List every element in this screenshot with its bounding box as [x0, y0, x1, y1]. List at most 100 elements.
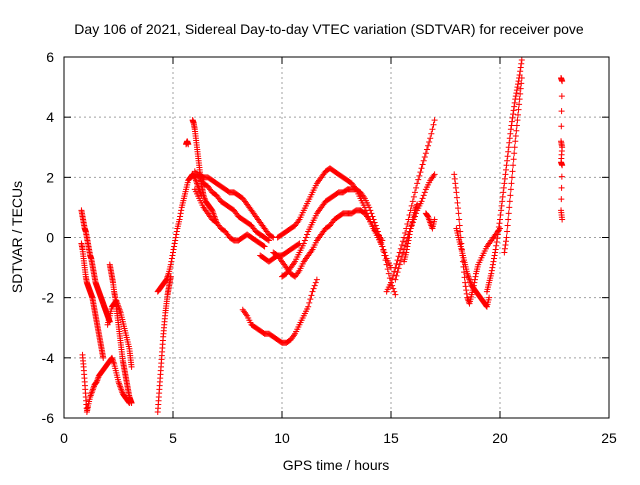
data-point — [506, 135, 513, 142]
y-axis-label: SDTVAR / TECUs — [9, 181, 25, 293]
data-point — [507, 192, 514, 199]
data-point — [416, 172, 423, 179]
data-point — [452, 180, 459, 187]
data-point — [516, 96, 523, 103]
tick-labels: 0 5 10 15 20 25 -6 -4 -2 0 2 4 6 — [42, 49, 617, 446]
data-point — [472, 273, 479, 280]
data-series — [383, 117, 438, 295]
data-point — [173, 228, 180, 235]
data-point — [381, 252, 388, 259]
data-point — [512, 93, 519, 100]
data-point — [559, 78, 566, 85]
data-point — [383, 261, 390, 268]
data-point — [451, 171, 458, 178]
data-point — [407, 228, 414, 235]
data-series — [104, 297, 135, 370]
data-series — [501, 75, 525, 256]
data-point — [558, 123, 565, 130]
data-point — [261, 243, 268, 250]
data-point — [511, 144, 518, 151]
data-point — [511, 150, 518, 157]
data-series — [154, 171, 205, 295]
data-point — [461, 274, 468, 281]
x-tick-label: 5 — [169, 430, 177, 446]
data-point — [502, 242, 509, 249]
data-point — [397, 257, 404, 264]
data-point — [404, 243, 411, 250]
data-point — [559, 216, 566, 223]
plot-frame — [63, 56, 610, 419]
y-tick-label: -4 — [42, 350, 55, 366]
y-tick-label: -2 — [42, 290, 55, 306]
data-series — [483, 57, 525, 295]
data-point — [510, 156, 517, 163]
data-point — [306, 299, 313, 306]
data-point — [499, 193, 506, 200]
data-point — [305, 303, 312, 310]
x-axis-label: GPS time / hours — [283, 457, 390, 473]
data-point — [502, 171, 509, 178]
data-point — [176, 216, 183, 223]
data-point — [399, 238, 406, 245]
data-point — [414, 201, 421, 208]
data-point — [508, 122, 515, 129]
data-point — [494, 231, 501, 238]
data-point — [378, 239, 385, 246]
data-series — [191, 186, 268, 250]
data-point — [518, 57, 525, 64]
data-point — [304, 231, 311, 238]
data-point — [260, 242, 267, 249]
y-tick-label: -6 — [42, 410, 55, 426]
data-point — [510, 162, 517, 169]
data-point — [410, 193, 417, 200]
data-point — [517, 64, 524, 71]
data-point — [504, 157, 511, 164]
data-point — [455, 205, 462, 212]
data-point — [471, 276, 478, 283]
data-point — [510, 107, 517, 114]
x-tick-label: 0 — [60, 430, 68, 446]
data-point — [504, 153, 511, 160]
data-point — [430, 121, 437, 128]
data-point — [514, 111, 521, 118]
data-point — [370, 216, 377, 223]
data-point — [513, 127, 520, 134]
data-point — [418, 198, 425, 205]
data-point — [513, 122, 520, 129]
data-point — [558, 184, 565, 191]
data-point — [495, 223, 502, 230]
data-point — [463, 287, 470, 294]
data-point — [508, 118, 515, 125]
data-point — [367, 207, 374, 214]
data-point — [307, 296, 314, 303]
data-point — [512, 138, 519, 145]
data-point — [492, 249, 499, 256]
data-point — [505, 210, 512, 217]
data-point — [505, 216, 512, 223]
data-point — [501, 180, 508, 187]
data-point — [500, 189, 507, 196]
data-point — [377, 236, 384, 243]
data-point — [178, 207, 185, 214]
data-point — [498, 202, 505, 209]
data-point — [558, 196, 565, 203]
data-point — [516, 72, 523, 79]
data-point — [167, 261, 174, 268]
data-point — [390, 272, 397, 279]
data-point — [451, 175, 458, 182]
data-series — [257, 240, 303, 265]
data-point — [418, 165, 425, 172]
data-point — [509, 168, 516, 175]
data-point — [513, 87, 520, 94]
data-point — [394, 269, 401, 276]
data-point — [308, 292, 315, 299]
data-point — [429, 126, 436, 133]
data-point — [501, 249, 508, 256]
data-point — [426, 138, 433, 145]
data-point — [398, 242, 405, 249]
data-point — [431, 171, 438, 178]
data-point — [502, 166, 509, 173]
data-point — [497, 216, 503, 223]
